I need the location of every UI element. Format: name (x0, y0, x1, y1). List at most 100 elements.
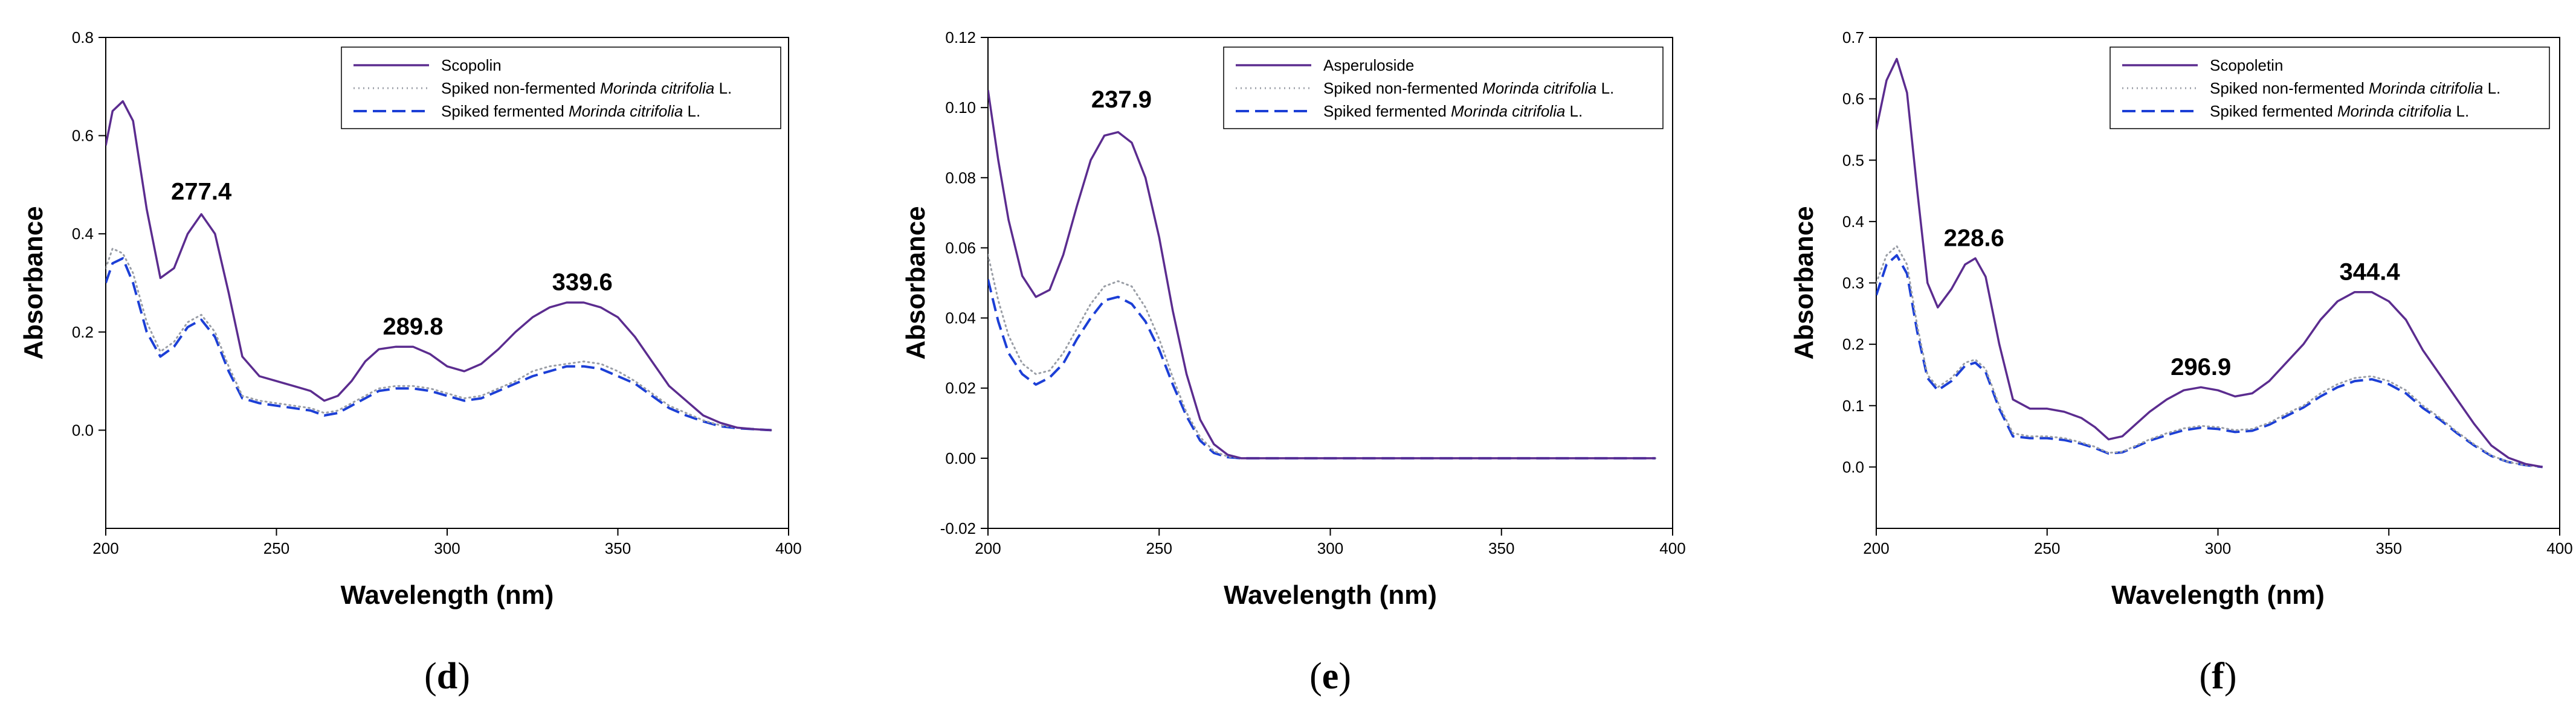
legend-text-species: Morinda citrifolia (1451, 102, 1565, 120)
panel-label-letter: f (2212, 656, 2225, 697)
x-tick-label: 400 (2546, 539, 2572, 557)
panel-label: (d) (424, 656, 470, 697)
series-line-standard (106, 100, 772, 432)
legend-text-species: Morinda citrifolia (569, 102, 683, 120)
y-tick-label: 0.0 (72, 421, 94, 439)
x-tick-label: 350 (2376, 539, 2402, 557)
peak-annotation: 339.6 (552, 269, 613, 296)
x-axis-title: Wavelength (nm) (1224, 580, 1437, 610)
legend-text-prefix: Scopolin (441, 56, 502, 74)
y-tick-label: 0.2 (1842, 335, 1864, 353)
legend-text-prefix: Spiked non-fermented (1323, 79, 1482, 97)
series-line-standard (1876, 57, 2543, 469)
peak-annotation: 289.8 (383, 313, 443, 340)
y-axis-title: Absorbance (901, 206, 931, 359)
y-tick-label: 0.7 (1842, 28, 1864, 46)
x-tick-label: 350 (1488, 539, 1514, 557)
y-tick-label: 0.6 (72, 127, 94, 145)
legend-text-prefix: Scopoletin (2210, 56, 2283, 74)
y-tick-label: 0.02 (945, 379, 976, 397)
y-tick-label: 0.4 (72, 225, 94, 243)
legend-text-suffix: L. (683, 102, 700, 120)
legend-entry: Scopolin (441, 56, 502, 74)
panel-label-open-paren: ( (2200, 656, 2212, 697)
y-tick-label: 0.04 (945, 309, 976, 327)
legend-text-prefix: Spiked fermented (441, 102, 569, 120)
legend: Scopoletin Spiked non-fermented Morinda c… (2110, 46, 2550, 129)
panel-label: (f) (2200, 656, 2237, 697)
y-tick-label: 0.06 (945, 239, 976, 257)
legend-text-suffix: L. (1565, 102, 1583, 120)
y-tick-label: 0.0 (1842, 458, 1864, 476)
x-tick-label: 350 (605, 539, 631, 557)
legend-entry: Asperuloside (1323, 56, 1414, 74)
x-tick-label: 400 (1659, 539, 1685, 557)
y-tick-label: 0.3 (1842, 274, 1864, 292)
series-line-standard (988, 89, 1656, 460)
y-tick-label: 0.00 (945, 449, 976, 467)
legend-text-species: Morinda citrifolia (2369, 79, 2483, 97)
panel-label-close-paren: ) (457, 656, 470, 697)
y-tick-label: 0.08 (945, 168, 976, 187)
series-line-spiked-non-fermented (106, 248, 773, 431)
peak-annotation: 277.4 (171, 178, 232, 205)
series-line-spiked-fermented (1876, 254, 2543, 469)
panel-label-close-paren: ) (2224, 656, 2237, 697)
legend-box (1223, 46, 1664, 129)
legend-text-prefix: Spiked non-fermented (2210, 79, 2369, 97)
chart-panel-e: 200 250 300 350 400 -0.02 0.00 0.02 0.04 0.06 0.08… (901, 28, 1686, 697)
peak-annotation: 344.4 (2340, 258, 2401, 285)
y-tick-label: 0.1 (1842, 397, 1864, 415)
panel-label-letter: d (437, 656, 457, 697)
legend-entry: Spiked non-fermented Morinda citrifolia … (1323, 79, 1614, 97)
y-axis-title: Absorbance (19, 206, 48, 359)
panel-label-open-paren: ( (424, 656, 437, 697)
legend-text-prefix: Asperuloside (1323, 56, 1414, 74)
y-tick-label: 0.2 (72, 323, 94, 341)
y-tick-label: 0.6 (1842, 90, 1864, 108)
series-line-spiked-non-fermented (988, 254, 1657, 460)
x-tick-label: 200 (92, 539, 118, 557)
x-tick-label: 300 (2205, 539, 2231, 557)
chart-panel-d: 200 250 300 350 400 0.0 0.2 0.4 0.6 0.8 Wavelength… (19, 28, 802, 697)
series-line-spiked-fermented (106, 257, 772, 432)
y-tick-label: 0.10 (945, 98, 976, 117)
legend-text-prefix: Spiked fermented (1323, 102, 1451, 120)
legend-entry: Spiked non-fermented Morinda citrifolia … (441, 79, 732, 97)
legend-entry: Spiked fermented Morinda citrifolia L. (2210, 102, 2469, 120)
y-tick-label: -0.02 (940, 519, 976, 537)
y-tick-label: 0.8 (72, 28, 94, 46)
peak-annotation: 296.9 (2171, 354, 2231, 380)
panel-label: (e) (1309, 656, 1351, 697)
panel-label-letter: e (1322, 656, 1339, 697)
legend-text-suffix: L. (714, 79, 732, 97)
x-tick-label: 300 (434, 539, 460, 557)
x-tick-label: 300 (1317, 539, 1343, 557)
legend-text-species: Morinda citrifolia (600, 79, 714, 97)
legend-text-prefix: Spiked fermented (2210, 102, 2337, 120)
panel-label-open-paren: ( (1309, 656, 1322, 697)
peak-annotation: 228.6 (1944, 225, 2004, 252)
x-tick-label: 200 (1863, 539, 1889, 557)
legend-entry: Scopoletin (2210, 56, 2283, 74)
legend-text-suffix: L. (2452, 102, 2469, 120)
x-axis-title: Wavelength (nm) (2111, 580, 2325, 610)
x-axis-title: Wavelength (nm) (341, 580, 554, 610)
legend-text-suffix: L. (1596, 79, 1614, 97)
y-tick-label: 0.12 (945, 28, 976, 46)
legend-text-species: Morinda citrifolia (2337, 102, 2452, 120)
peak-annotation: 237.9 (1091, 86, 1152, 113)
y-axis-title: Absorbance (1789, 206, 1819, 359)
x-tick-label: 250 (263, 539, 289, 557)
chart-panel-f: 200 250 300 350 400 0.0 0.1 0.2 0.3 0.4 0.5 0.6 0.7 W… (1789, 28, 2573, 697)
y-tick-label: 0.5 (1842, 151, 1864, 169)
panel-label-close-paren: ) (1338, 656, 1351, 697)
legend-box (2110, 46, 2550, 129)
legend-entry: Spiked non-fermented Morinda citrifolia … (2210, 79, 2500, 97)
y-tick-label: 0.4 (1842, 213, 1864, 231)
x-tick-label: 250 (2034, 539, 2060, 557)
legend-text-prefix: Spiked non-fermented (441, 79, 600, 97)
legend-entry: Spiked fermented Morinda citrifolia L. (441, 102, 700, 120)
x-tick-label: 400 (775, 539, 801, 557)
